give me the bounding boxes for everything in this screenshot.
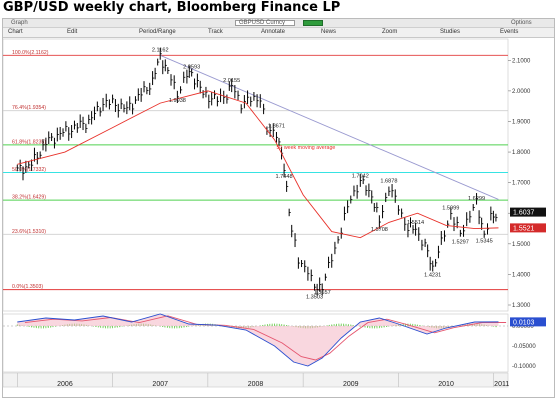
x-tick-label-4: 2010 — [438, 381, 454, 388]
macd-value-tag-bg — [510, 317, 546, 327]
time-axis-panel — [2, 372, 509, 388]
toolbar-chart[interactable]: Chart — [8, 29, 23, 35]
price-label-15: 1.3503 — [306, 295, 323, 301]
price-label-12: 1.5297 — [452, 240, 469, 246]
current-price-tag-bg — [510, 207, 546, 217]
toolbar-period[interactable]: Period/Range — [139, 29, 176, 35]
security-label: GBPUSD Curncy — [239, 20, 286, 26]
toolbar-studies[interactable]: Studies — [440, 29, 461, 35]
moving-average-annotation: 50 week moving average — [276, 145, 335, 151]
y-tick-label-4: 1.7000 — [512, 181, 531, 187]
current-ma-tag-bg — [510, 223, 546, 233]
price-label-16: 1.3657 — [314, 290, 331, 296]
x-tick-label-2: 2008 — [248, 381, 264, 388]
chart-toolbar: Chart Edit Period/Range Track Annotate N… — [3, 28, 554, 38]
macd-line — [17, 313, 499, 367]
macd-tick-label-1: -0.05000 — [512, 344, 536, 350]
price-label-8: 1.5708 — [371, 227, 388, 233]
x-tick-label-3: 2009 — [343, 381, 359, 388]
security-box[interactable] — [235, 20, 295, 26]
price-label-6: 1.7042 — [352, 173, 369, 179]
window-titlebar: Graph GBPUSD Curncy Options — [3, 19, 554, 28]
current-price-tag-text: 1.6037 — [513, 210, 535, 217]
price-label-2: 1.9938 — [169, 98, 186, 104]
trendline — [160, 54, 499, 200]
fib-label-5: 23.6%(1.5310) — [12, 229, 46, 235]
y-tick-label-5: 1.8000 — [512, 150, 531, 156]
go-button[interactable] — [303, 20, 323, 26]
main-panel — [2, 38, 509, 312]
x-tick-label-0: 2006 — [57, 381, 73, 388]
price-label-11: 1.5999 — [442, 205, 459, 211]
chart-title: GBP/USD weekly chart, Bloomberg Finance … — [3, 0, 341, 15]
price-label-5: 1.7448 — [276, 174, 293, 180]
price-label-4: 1.8671 — [268, 124, 285, 130]
fib-label-4: 38.2%(1.6429) — [12, 195, 46, 201]
options-label[interactable]: Options — [511, 20, 532, 26]
fib-label-6: 0.0%(1.3503) — [12, 284, 43, 290]
x-tick-label-5: 2011 — [494, 381, 509, 388]
y-tick-label-8: 2.1000 — [512, 58, 531, 64]
price-label-0: 2.1162 — [152, 47, 169, 53]
price-label-3: 2.0155 — [223, 78, 240, 84]
macd-value-tag-text: 0.0103 — [513, 319, 535, 326]
toolbar-track[interactable]: Track — [208, 29, 223, 35]
price-label-9: 1.5514 — [407, 220, 424, 226]
x-tick-label-1: 2007 — [152, 381, 168, 388]
price-label-7: 1.6878 — [380, 178, 397, 184]
price-label-13: 1.6299 — [468, 196, 485, 202]
y-tick-label-1: 1.4000 — [512, 272, 531, 278]
toolbar-zoom[interactable]: Zoom — [382, 29, 398, 35]
macd-tick-label-0: 0.00000 — [512, 324, 534, 330]
indicator-panel — [2, 313, 509, 373]
window-title-left: Graph — [11, 20, 28, 26]
moving-average-line — [17, 90, 499, 239]
fib-label-2: 61.8%(1.8235) — [12, 139, 46, 145]
toolbar-news[interactable]: News — [321, 29, 337, 35]
y-tick-label-0: 1.3000 — [512, 303, 531, 309]
toolbar-edit[interactable]: Edit — [67, 29, 78, 35]
toolbar-annotate[interactable]: Annotate — [261, 29, 286, 35]
price-label-1: 2.0593 — [183, 65, 200, 71]
toolbar-events[interactable]: Events — [500, 29, 519, 35]
fib-label-3: 50.0%(1.7332) — [12, 167, 46, 173]
y-tick-label-2: 1.5000 — [512, 242, 531, 248]
fib-label-1: 76.4%(1.9354) — [12, 105, 46, 111]
price-label-14: 1.5345 — [476, 238, 493, 244]
y-tick-label-6: 1.9000 — [512, 119, 531, 125]
price-label-10: 1.4231 — [424, 272, 441, 278]
y-tick-label-7: 2.0000 — [512, 89, 531, 95]
macd-tick-label-2: -0.10000 — [512, 364, 536, 370]
fib-label-0: 100.0%(2.1162) — [12, 50, 49, 56]
current-ma-tag-text: 1.5521 — [513, 225, 535, 232]
